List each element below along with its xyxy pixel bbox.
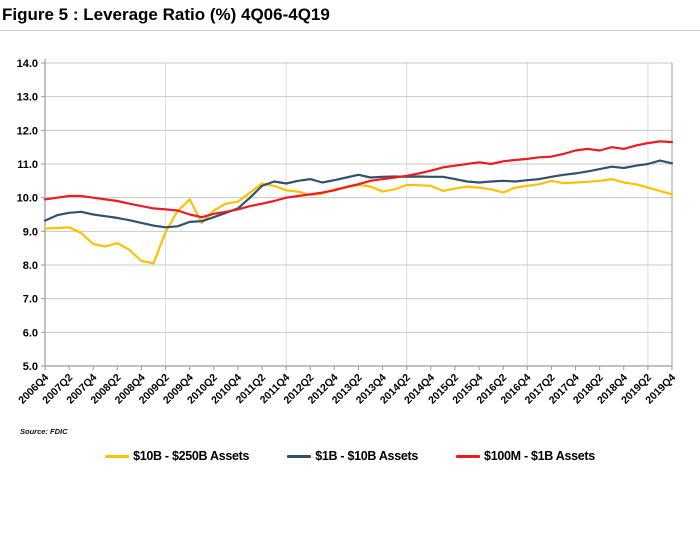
y-axis-label: 9.0: [23, 226, 38, 238]
leverage-ratio-line-chart: 5.06.07.08.09.010.011.012.013.014.02006Q…: [16, 58, 678, 407]
chart-legend: $10B - $250B Assets $1B - $10B Assets $1…: [0, 449, 700, 463]
legend-item-100m-1b-assets: $100M - $1B Assets: [456, 449, 595, 463]
y-axis-label: 14.0: [17, 58, 38, 70]
legend-label: $1B - $10B Assets: [315, 449, 419, 463]
legend-item-10b-250b-assets: $10B - $250B Assets: [105, 449, 250, 463]
legend-swatch-icon: [287, 454, 312, 458]
title-divider: [0, 30, 700, 31]
series-line-2: [43, 140, 674, 219]
series-line-0: [43, 177, 674, 265]
legend-swatch-icon: [456, 454, 481, 458]
y-axis-label: 5.0: [23, 361, 38, 373]
legend-label: $10B - $250B Assets: [133, 449, 250, 463]
legend-item-1b-10b-assets: $1B - $10B Assets: [287, 449, 418, 463]
y-axis-label: 7.0: [23, 294, 38, 306]
y-axis-label: 13.0: [17, 92, 38, 104]
y-axis-label: 6.0: [23, 327, 38, 339]
y-axis-label: 8.0: [23, 260, 38, 272]
figure-title: Figure 5 : Leverage Ratio (%) 4Q06-4Q19: [2, 5, 330, 24]
legend-label: $100M - $1B Assets: [484, 449, 595, 463]
y-axis-label: 11.0: [17, 159, 38, 171]
source-note: Source: FDIC: [20, 427, 68, 436]
legend-swatch-icon: [105, 454, 130, 458]
y-axis-label: 10.0: [17, 193, 38, 205]
series-line-1: [43, 159, 674, 229]
y-axis-label: 12.0: [17, 125, 38, 137]
